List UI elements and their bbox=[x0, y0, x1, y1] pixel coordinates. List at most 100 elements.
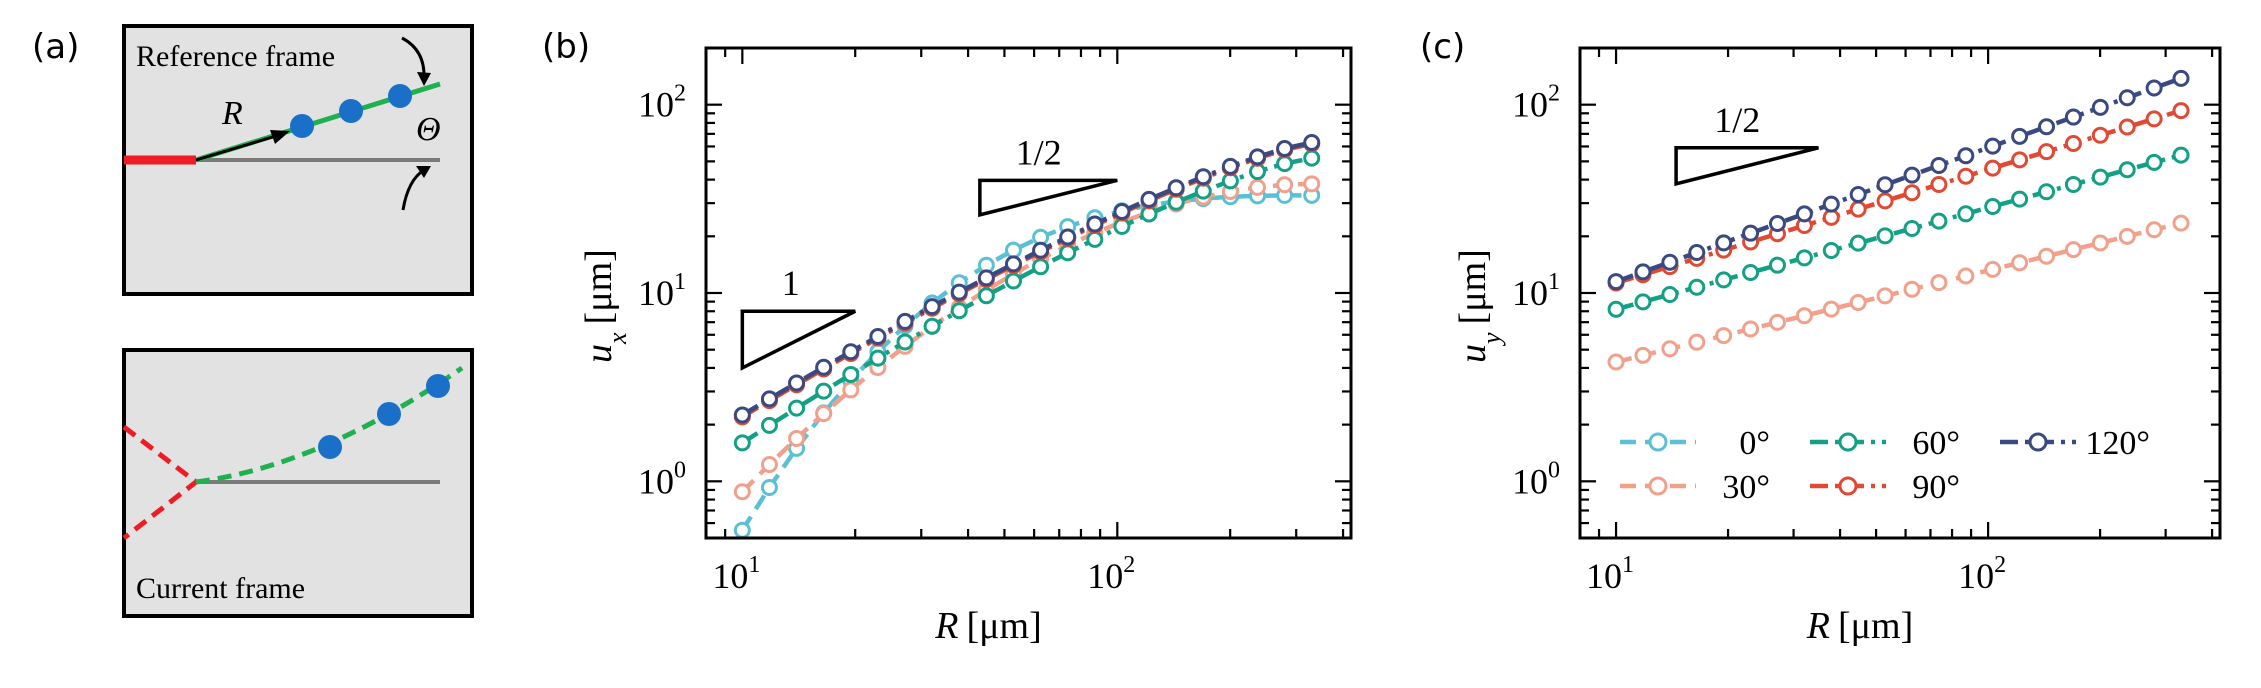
data-point-30 bbox=[733, 483, 751, 501]
x-tick-exp: 2 bbox=[1123, 552, 1135, 578]
data-point-120 bbox=[1984, 137, 2002, 155]
x-tick-exp: 1 bbox=[1622, 552, 1634, 578]
y-tick-label: 100 bbox=[1512, 457, 1560, 501]
y-tick-exp: 0 bbox=[674, 457, 686, 483]
y-axis-label-unit: [μm] bbox=[578, 249, 620, 324]
data-point-120 bbox=[869, 327, 887, 345]
data-point-120 bbox=[1303, 133, 1321, 151]
data-point-30 bbox=[1795, 307, 1813, 325]
x-axis-label-unit: [μm] bbox=[1838, 605, 1913, 647]
y-tick-base: 10 bbox=[638, 461, 674, 501]
data-point-30 bbox=[1661, 340, 1679, 358]
data-point-60 bbox=[815, 382, 833, 400]
data-point-120 bbox=[1004, 255, 1022, 273]
data-point-60 bbox=[1634, 293, 1652, 311]
data-point-60 bbox=[1849, 234, 1867, 252]
panel-b-label: (b) bbox=[542, 27, 590, 67]
data-point-120 bbox=[788, 374, 806, 392]
series-line-30 bbox=[740, 181, 1312, 494]
data-point-60 bbox=[1607, 300, 1625, 318]
data-point-120 bbox=[1140, 190, 1158, 208]
x-tick-label: 101 bbox=[712, 552, 760, 596]
data-point-60 bbox=[1768, 256, 1786, 274]
y-tick-label: 101 bbox=[638, 269, 686, 313]
current-node bbox=[377, 402, 401, 426]
data-point-30 bbox=[1822, 300, 1840, 318]
current-node bbox=[318, 435, 342, 459]
data-point-120 bbox=[1194, 168, 1212, 186]
data-point-120 bbox=[2118, 89, 2136, 107]
data-point-60 bbox=[1742, 264, 1760, 282]
data-point-120 bbox=[842, 343, 860, 361]
data-point-120 bbox=[1849, 185, 1867, 203]
legend-label-120: 120° bbox=[2085, 425, 2150, 462]
y-tick-label: 102 bbox=[638, 81, 686, 125]
series-line-30 bbox=[1615, 220, 2182, 365]
legend-label-0: 0° bbox=[1739, 425, 1770, 462]
series-line-60 bbox=[1615, 152, 2182, 312]
data-point-30 bbox=[2145, 221, 2163, 239]
y-tick-label: 102 bbox=[1512, 81, 1560, 125]
x-axis-label-unit: [μm] bbox=[966, 605, 1041, 647]
data-point-120 bbox=[1634, 263, 1652, 281]
data-point-30 bbox=[842, 381, 860, 399]
data-point-120 bbox=[1249, 148, 1267, 166]
data-point-30 bbox=[1849, 293, 1867, 311]
legend-marker-120 bbox=[2028, 432, 2048, 452]
data-point-60 bbox=[1688, 278, 1706, 296]
data-point-120 bbox=[1032, 241, 1050, 259]
data-point-90 bbox=[2118, 118, 2136, 136]
series-line-0 bbox=[740, 193, 1312, 532]
y-axis-label-main: u bbox=[1452, 344, 1494, 363]
data-point-30 bbox=[1742, 320, 1760, 338]
data-point-120 bbox=[923, 298, 941, 316]
data-point-60 bbox=[1822, 242, 1840, 260]
data-point-120 bbox=[1742, 224, 1760, 242]
data-point-60 bbox=[2091, 168, 2109, 186]
data-point-120 bbox=[733, 406, 751, 424]
data-point-90 bbox=[2011, 151, 2029, 169]
y-axis-label: ux [μm] bbox=[578, 249, 632, 363]
data-point-30 bbox=[1715, 327, 1733, 345]
data-point-120 bbox=[1113, 202, 1131, 220]
current-node bbox=[426, 374, 450, 398]
data-point-60 bbox=[923, 317, 941, 335]
data-point-60 bbox=[2172, 146, 2190, 164]
data-point-120 bbox=[1957, 147, 1975, 165]
data-point-90 bbox=[1984, 159, 2002, 177]
data-point-30 bbox=[2038, 247, 2056, 265]
data-point-30 bbox=[1903, 280, 1921, 298]
data-point-120 bbox=[1903, 166, 1921, 184]
y-tick-exp: 0 bbox=[1548, 457, 1560, 483]
data-point-120 bbox=[1930, 156, 1948, 174]
data-point-120 bbox=[2145, 79, 2163, 97]
data-point-30 bbox=[1303, 175, 1321, 193]
legend: 0° 60° 120° 30° 90° bbox=[1620, 425, 2150, 506]
y-tick-exp: 2 bbox=[1548, 81, 1560, 107]
data-point-30 bbox=[1930, 274, 1948, 292]
data-point-60 bbox=[1661, 286, 1679, 304]
data-point-30 bbox=[815, 405, 833, 423]
data-point-60 bbox=[1059, 244, 1077, 262]
legend-marker-60 bbox=[1838, 432, 1858, 452]
data-point-120 bbox=[1059, 228, 1077, 246]
data-point-30 bbox=[788, 429, 806, 447]
data-point-90 bbox=[2038, 143, 2056, 161]
data-point-60 bbox=[1984, 197, 2002, 215]
x-axis-label: R [μm] bbox=[934, 605, 1041, 647]
data-point-60 bbox=[1795, 249, 1813, 267]
data-point-90 bbox=[2172, 102, 2190, 120]
series-line-90 bbox=[1615, 108, 2182, 286]
data-point-60 bbox=[950, 302, 968, 320]
panel-c-label: (c) bbox=[1420, 27, 1465, 67]
data-point-60 bbox=[1032, 258, 1050, 276]
data-point-60 bbox=[1004, 272, 1022, 290]
data-point-60 bbox=[2118, 161, 2136, 179]
series-line-60 bbox=[741, 155, 1313, 445]
legend-marker-30 bbox=[1648, 476, 1668, 496]
y-tick-base: 10 bbox=[638, 85, 674, 125]
data-point-0 bbox=[760, 478, 778, 496]
data-point-120 bbox=[2064, 108, 2082, 126]
